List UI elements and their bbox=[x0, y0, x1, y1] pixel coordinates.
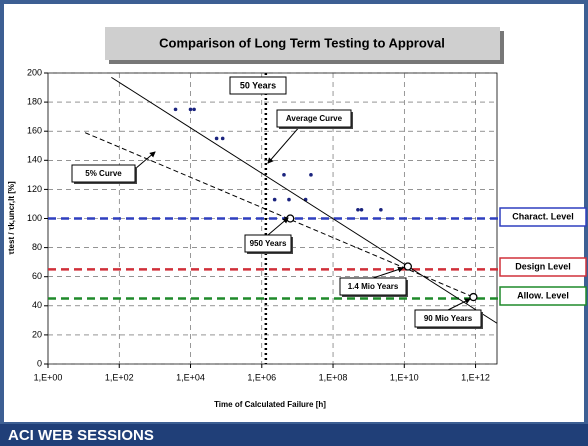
annotation-text: Average Curve bbox=[286, 114, 343, 123]
x-tick-label: 1,E+00 bbox=[34, 372, 63, 382]
x-axis-label: Time of Calculated Failure [h] bbox=[214, 400, 326, 409]
x-tick-label: 1,E+12 bbox=[461, 372, 490, 382]
data-point bbox=[173, 107, 178, 112]
data-point bbox=[192, 107, 196, 112]
reference-label-box bbox=[499, 286, 587, 306]
annotation-text: 1.4 Mio Years bbox=[348, 282, 399, 291]
footer-bar bbox=[0, 424, 588, 446]
y-tick-label: 160 bbox=[27, 126, 42, 136]
annotation-arrow bbox=[372, 266, 404, 279]
reference-label: Design Level bbox=[515, 261, 571, 271]
annotation-box bbox=[244, 234, 292, 253]
annotation-box bbox=[276, 109, 352, 128]
annotation-box bbox=[414, 309, 482, 328]
annotation-text: 90 Mio Years bbox=[424, 314, 473, 323]
data-point bbox=[282, 173, 286, 177]
y-tick-label: 120 bbox=[27, 184, 42, 194]
y-tick-label: 140 bbox=[27, 155, 42, 165]
annotation-box bbox=[339, 277, 407, 296]
annotation-arrow bbox=[267, 217, 289, 236]
data-point bbox=[379, 207, 383, 212]
y-tick-label: 180 bbox=[27, 96, 42, 106]
x-tick-label: 1,E+02 bbox=[105, 372, 134, 382]
reference-label: Charact. Level bbox=[512, 211, 574, 221]
y-tick-label: 80 bbox=[32, 242, 42, 252]
data-point bbox=[309, 173, 313, 177]
annotation-arrow bbox=[134, 151, 156, 170]
y-tick-label: 20 bbox=[32, 329, 42, 339]
data-point bbox=[359, 207, 364, 212]
y-tick-label: 60 bbox=[32, 271, 42, 281]
data-point bbox=[272, 197, 277, 202]
chart-title: Comparison of Long Term Testing to Appro… bbox=[159, 35, 445, 50]
annotation-text: 950 Years bbox=[250, 239, 287, 248]
y-axis-label: τtest / τk,uncr,lt [%] bbox=[7, 181, 16, 255]
data-point bbox=[214, 136, 219, 141]
curve bbox=[111, 76, 498, 324]
y-tick-label: 200 bbox=[27, 67, 42, 77]
x-tick-label: 1,E+10 bbox=[390, 372, 419, 382]
annotation-arrow bbox=[447, 298, 471, 311]
curve bbox=[84, 132, 474, 298]
title-box bbox=[105, 27, 500, 60]
x-tick-label: 1,E+08 bbox=[319, 372, 348, 382]
marker bbox=[403, 262, 413, 271]
footer-text: ACI WEB SESSIONS bbox=[8, 427, 154, 444]
vline-label: 50 Years bbox=[240, 80, 276, 90]
x-tick-label: 1,E+06 bbox=[247, 372, 276, 382]
data-point bbox=[356, 207, 360, 212]
marker bbox=[469, 292, 478, 302]
data-point bbox=[287, 197, 291, 202]
annotation-text: 5% Curve bbox=[85, 169, 122, 178]
y-tick-label: 40 bbox=[32, 300, 42, 310]
data-point bbox=[188, 107, 193, 112]
x-tick-label: 1,E+04 bbox=[176, 372, 205, 382]
reference-label-box bbox=[499, 257, 587, 277]
reference-label: Allow. Level bbox=[517, 290, 569, 300]
y-tick-label: 100 bbox=[27, 213, 42, 223]
vline-label-box bbox=[229, 76, 287, 95]
y-tick-label: 0 bbox=[37, 358, 42, 368]
data-point bbox=[220, 136, 225, 141]
reference-label-box bbox=[499, 207, 587, 227]
annotation-box bbox=[71, 164, 136, 183]
